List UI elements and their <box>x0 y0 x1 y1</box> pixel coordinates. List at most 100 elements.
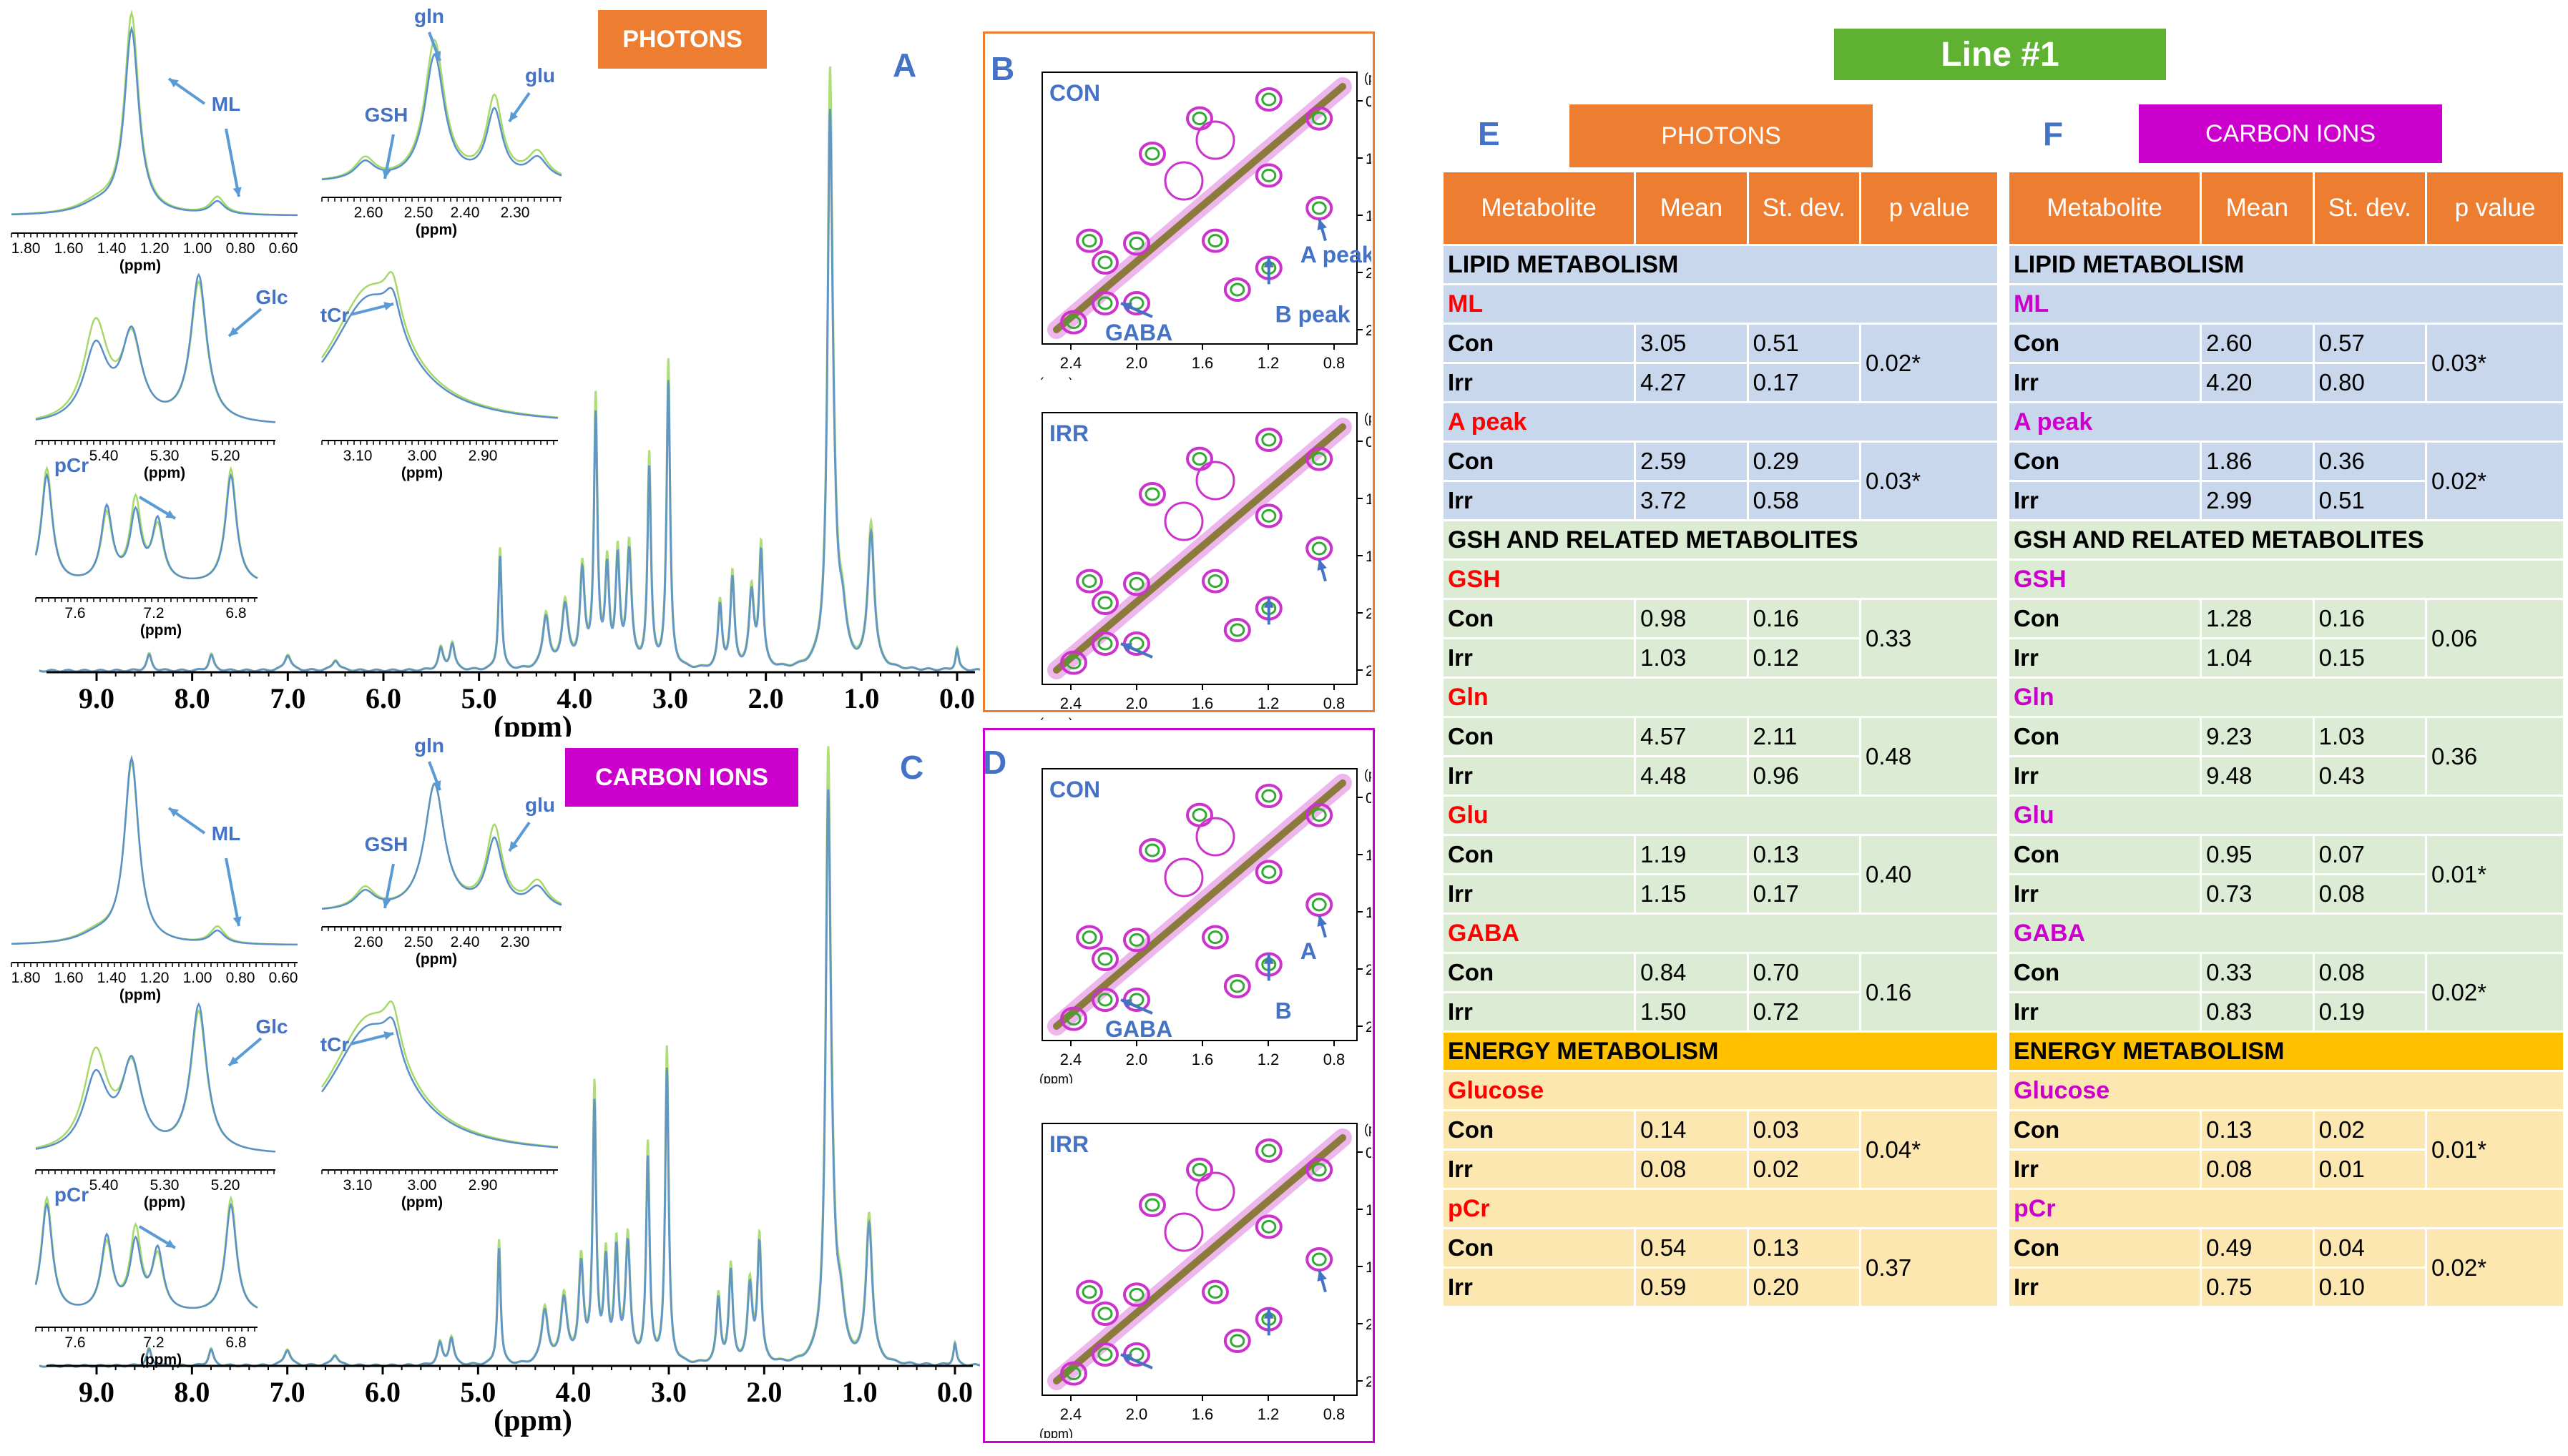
mean-value: 9.23 <box>2202 718 2313 755</box>
group-label: Irr <box>2009 1269 2200 1306</box>
cosy-unit-label: (ppm) <box>1039 1427 1073 1438</box>
gln-label: gln <box>414 5 444 27</box>
cross-peak <box>1092 250 1119 275</box>
cosy-y-tick-label: 1.6 <box>1366 1259 1371 1276</box>
cross-peak-inner <box>1145 487 1160 501</box>
mean-value: 0.33 <box>2202 954 2313 991</box>
cross-peak-inner <box>1192 1163 1207 1177</box>
panel-letter-f: F <box>2043 115 2064 152</box>
cosy-x-tick-label: 1.2 <box>1258 694 1280 712</box>
x-tick-label: 7.0 <box>270 682 305 714</box>
group-label: Irr <box>2009 639 2200 677</box>
x-tick-label: 0.0 <box>937 1376 973 1408</box>
metabolite-name: Glucose <box>2009 1072 2563 1109</box>
diagonal-blob <box>1195 1171 1235 1211</box>
section-header: GSH AND RELATED METABOLITES <box>1444 521 1997 559</box>
x-tick-label: 0.0 <box>939 682 975 714</box>
group-label: Con <box>2009 443 2200 480</box>
group-label: Irr <box>2009 757 2200 795</box>
cross-peak-inner <box>1261 508 1277 523</box>
inset-series-2 <box>34 472 258 580</box>
main-axis-c: 9.0 8.0 7.0 6.0 5.0 4.0 3.0 2.0 1.0 0.0 <box>46 1364 973 1408</box>
sd-value: 0.80 <box>2314 364 2426 401</box>
table-row: Gln <box>1444 679 1997 716</box>
cross-peak <box>1092 591 1119 615</box>
cross-peak-inner <box>1129 576 1145 591</box>
table-row: Metabolite Mean St. dev. p value <box>1444 172 1997 244</box>
p-value: 0.03* <box>2427 325 2563 401</box>
cosy-y-tick-label: 1.6 <box>1366 549 1371 565</box>
cross-peak-inner <box>1261 865 1277 879</box>
table-row: GSH <box>2009 561 2563 598</box>
arrow-head <box>165 1239 175 1248</box>
inset-unit: (ppm) <box>416 222 457 238</box>
group-label: Con <box>1444 954 1635 991</box>
mean-value: 4.48 <box>1636 757 1747 795</box>
cosy-x-tick-label: 1.2 <box>1258 1405 1280 1423</box>
cross-peak <box>1092 988 1119 1012</box>
table-row: Con 0.33 0.08 0.02* <box>2009 954 2563 1030</box>
cross-peak <box>1076 925 1103 950</box>
sd-value: 0.13 <box>1748 836 1860 873</box>
diagonal-blob <box>1195 120 1235 160</box>
metabolite-name: Glu <box>2009 797 2563 834</box>
cross-peak-inner <box>1129 236 1145 250</box>
column-header: p value <box>2427 172 2563 244</box>
inset-tick-label: 1.80 <box>11 240 41 257</box>
glu-label: glu <box>525 64 555 87</box>
arrow-head <box>1263 953 1274 964</box>
a-peak-label: A <box>1300 938 1317 964</box>
x-tick-label: 4.0 <box>556 1376 592 1408</box>
x-axis-label: (ppm) <box>494 1405 572 1437</box>
table-row: Con 0.54 0.13 0.37 <box>1444 1229 1997 1306</box>
cross-peak <box>1305 802 1333 827</box>
gsh-label: GSH <box>365 104 408 126</box>
table-row: ML <box>2009 285 2563 323</box>
arrow-head <box>1121 999 1132 1009</box>
main-spectrum-a <box>39 66 980 673</box>
section-header: LIPID METABOLISM <box>1444 246 1997 283</box>
arrow-head <box>1317 1270 1327 1282</box>
gaba-label: GABA <box>1105 1016 1172 1042</box>
table-row: Irr 4.27 0.17 <box>1444 364 1997 401</box>
group-label: Irr <box>1444 364 1635 401</box>
cross-peak <box>1092 1342 1119 1367</box>
table-row: Irr 0.08 0.02 <box>1444 1151 1997 1188</box>
group-label: Irr <box>1444 1269 1635 1306</box>
cross-peak <box>1255 1214 1283 1239</box>
inset-tick-label: 2.50 <box>404 934 433 950</box>
section-header: LIPID METABOLISM <box>2009 246 2563 283</box>
inset-tick-label: 3.10 <box>343 448 373 464</box>
p-value: 0.40 <box>1861 836 1997 913</box>
cross-peak-inner <box>1129 933 1145 947</box>
column-header: Metabolite <box>2009 172 2200 244</box>
inset-pcr: 7.6 7.2 6.8 (ppm) pCr <box>34 454 258 639</box>
cross-peak-inner <box>1207 930 1223 945</box>
inset-tick-label: 2.60 <box>354 934 383 950</box>
inset-series-2 <box>321 287 559 419</box>
cross-peak <box>1060 1006 1087 1031</box>
cosy-x-tick-label: 0.8 <box>1323 1051 1346 1068</box>
annotation-arrow <box>225 128 240 197</box>
arrow-head <box>432 780 441 790</box>
group-label: Con <box>2009 836 2200 873</box>
cosy-irr-d: 2.4 2.0 1.6 1.2 0.8 0.8 1.2 1.6 2.0 2.4 (ppm) (ppm)… <box>1039 1122 1371 1438</box>
panel-letter-b: B <box>991 50 1015 87</box>
sd-value: 0.43 <box>2314 757 2426 795</box>
group-label: Con <box>2009 718 2200 755</box>
carbon-table-badge: CARBON IONS <box>2139 104 2442 163</box>
cross-peak <box>1255 784 1283 808</box>
sd-value: 2.11 <box>1748 718 1860 755</box>
table-row: Irr 1.04 0.15 <box>2009 639 2563 677</box>
annotation-arrow <box>225 857 240 927</box>
cross-peak <box>1123 928 1150 953</box>
table-f: Metabolite Mean St. dev. p value LIPID METAB… <box>2007 170 2565 1308</box>
cosy-con-d: 2.4 2.0 1.6 1.2 0.8 0.8 1.2 1.6 2.0 2.4 (ppm) (ppm)… <box>1039 767 1371 1083</box>
diagonal-blob <box>1195 461 1235 501</box>
cosy-unit-label: (ppm) <box>1364 411 1371 426</box>
table-row: GSH AND RELATED METABOLITES <box>2009 521 2563 559</box>
cross-peak <box>1123 231 1150 256</box>
table-row: Irr 1.15 0.17 <box>1444 875 1997 913</box>
x-tick-label: 5.0 <box>461 682 497 714</box>
group-label: Con <box>1444 718 1635 755</box>
